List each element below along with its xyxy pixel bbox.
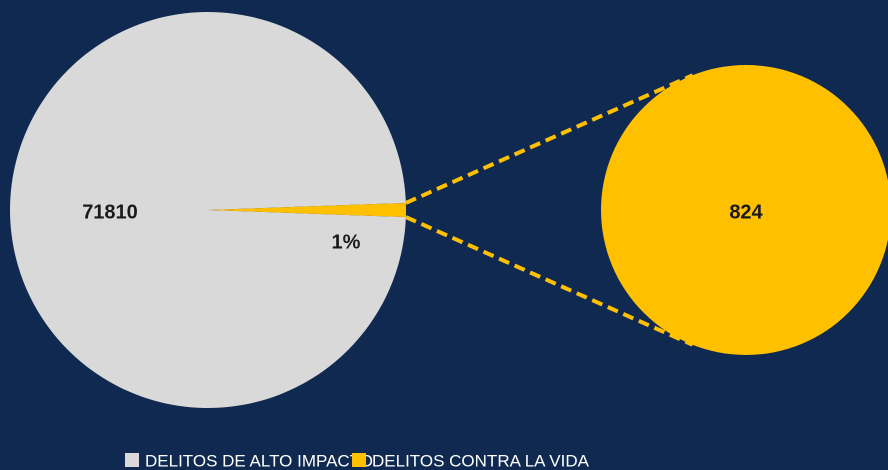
data-label: 71810 [82, 201, 138, 223]
legend-swatch [352, 453, 366, 467]
data-label: 1% [332, 231, 361, 253]
data-label: 824 [729, 201, 763, 223]
connector-line [405, 215, 694, 347]
pie-slice [208, 202, 406, 218]
legend-label: DELITOS CONTRA LA VIDA [372, 451, 590, 470]
secondary-pie [601, 65, 888, 355]
pie-slice [10, 11, 406, 408]
legend-swatch [125, 453, 139, 467]
legend-label: DELITOS DE ALTO IMPACTO [145, 451, 373, 470]
connector-line [405, 73, 694, 205]
